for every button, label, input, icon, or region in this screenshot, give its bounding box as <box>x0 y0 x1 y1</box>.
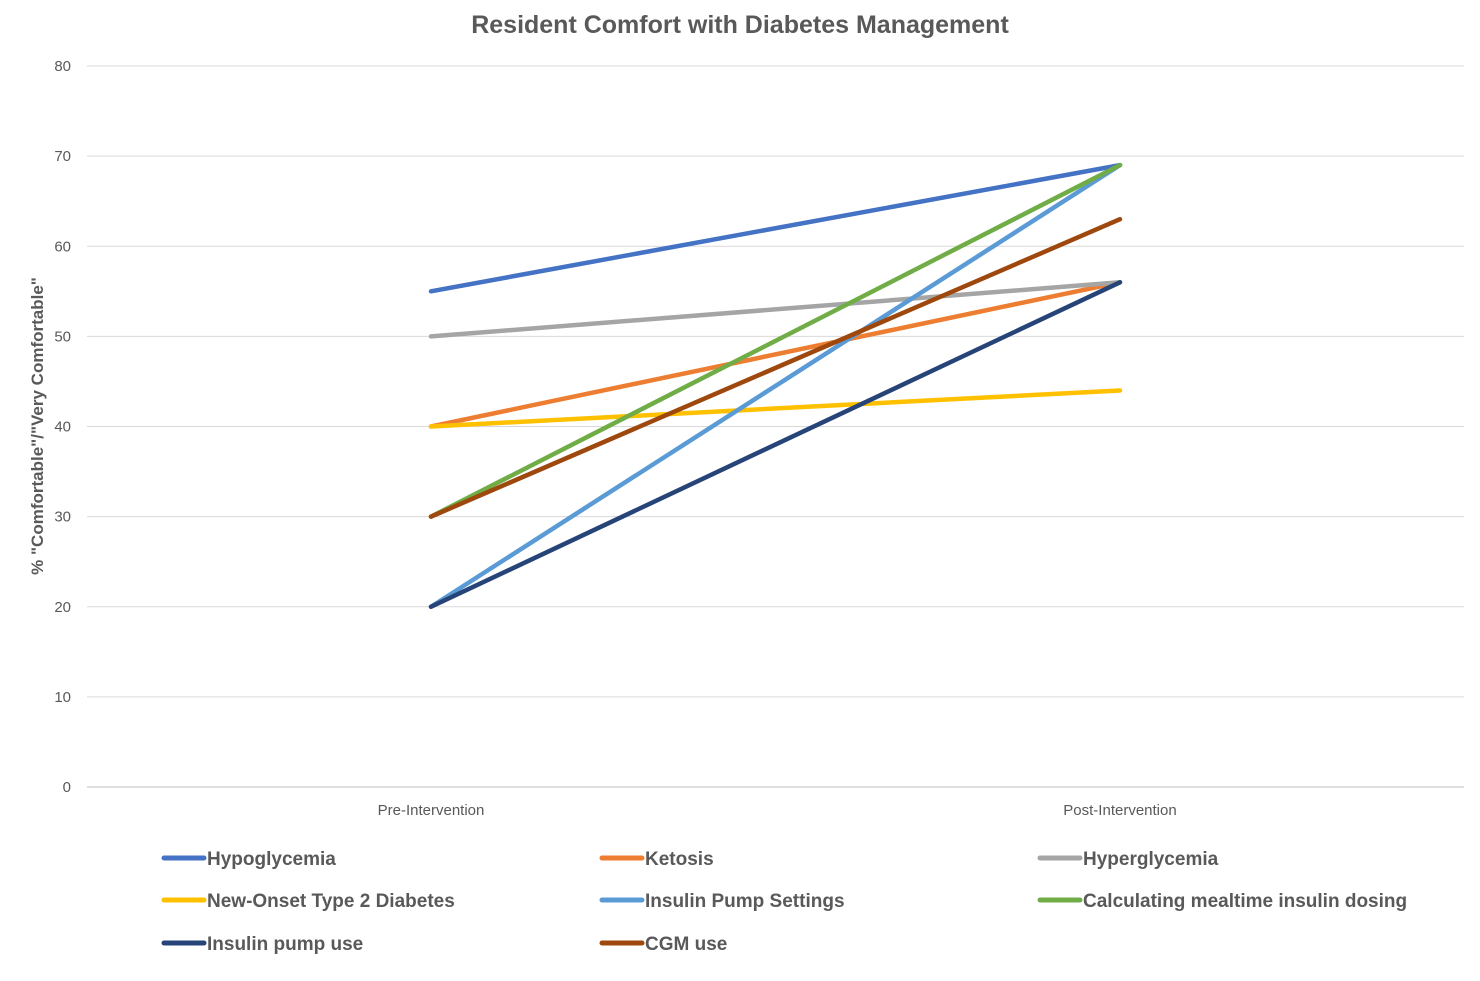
legend-item-cgm-use: CGM use <box>599 934 727 955</box>
legend-label: Insulin Pump Settings <box>645 891 845 912</box>
legend-label: Hyperglycemia <box>1083 849 1219 870</box>
legend: Hypoglycemia Ketosis Hyperglycemia New-Onse… <box>161 849 1407 955</box>
series-lines <box>428 162 1123 609</box>
series-line-insulin-pump-use <box>428 280 1123 609</box>
legend-label: CGM use <box>645 934 727 955</box>
y-tick-label: 40 <box>54 419 71 436</box>
legend-label: Ketosis <box>645 849 714 870</box>
y-axis-label: % "Comfortable"/"Very Comfortable" <box>28 277 47 575</box>
y-tick-label: 0 <box>63 779 71 796</box>
series-line-hypoglycemia <box>428 162 1123 294</box>
legend-item-new-onset-type-2-diabetes: New-Onset Type 2 Diabetes <box>161 891 455 912</box>
legend-label: Insulin pump use <box>207 934 363 955</box>
legend-item-hypoglycemia: Hypoglycemia <box>161 849 336 870</box>
chart-title: Resident Comfort with Diabetes Managemen… <box>471 11 1009 39</box>
legend-item-insulin-pump-use: Insulin pump use <box>161 934 363 955</box>
legend-item-calculating-mealtime-insulin-dosing: Calculating mealtime insulin dosing <box>1037 891 1407 912</box>
y-tick-label: 60 <box>54 238 71 255</box>
series-line-hyperglycemia <box>428 280 1123 339</box>
y-tick-label: 20 <box>54 599 71 616</box>
legend-label: Hypoglycemia <box>207 849 336 870</box>
gridlines <box>87 65 1464 788</box>
legend-label: New-Onset Type 2 Diabetes <box>207 891 455 912</box>
x-tick-label: Post-Intervention <box>1063 802 1176 819</box>
legend-label: Calculating mealtime insulin dosing <box>1083 891 1407 912</box>
y-tick-label: 50 <box>54 328 71 345</box>
series-line-cgm-use <box>428 216 1123 519</box>
legend-item-insulin-pump-settings: Insulin Pump Settings <box>599 891 845 912</box>
x-tick-label: Pre-Intervention <box>378 802 485 819</box>
y-tick-label: 10 <box>54 689 71 706</box>
series-line-ketosis <box>428 280 1123 429</box>
y-tick-label: 80 <box>54 58 71 75</box>
y-tick-label: 30 <box>54 509 71 526</box>
legend-item-hyperglycemia: Hyperglycemia <box>1037 849 1219 870</box>
x-axis-ticks: Pre-Intervention Post-Intervention <box>378 802 1177 819</box>
y-tick-label: 70 <box>54 148 71 165</box>
series-line-insulin-pump-settings <box>428 162 1123 609</box>
legend-item-ketosis: Ketosis <box>599 849 714 870</box>
y-axis-ticks: 0 10 20 30 40 50 60 70 80 <box>54 58 71 796</box>
series-line-calculating-mealtime-insulin-dosing <box>428 162 1123 519</box>
series-line-new-onset-type-2-diabetes <box>428 388 1123 429</box>
